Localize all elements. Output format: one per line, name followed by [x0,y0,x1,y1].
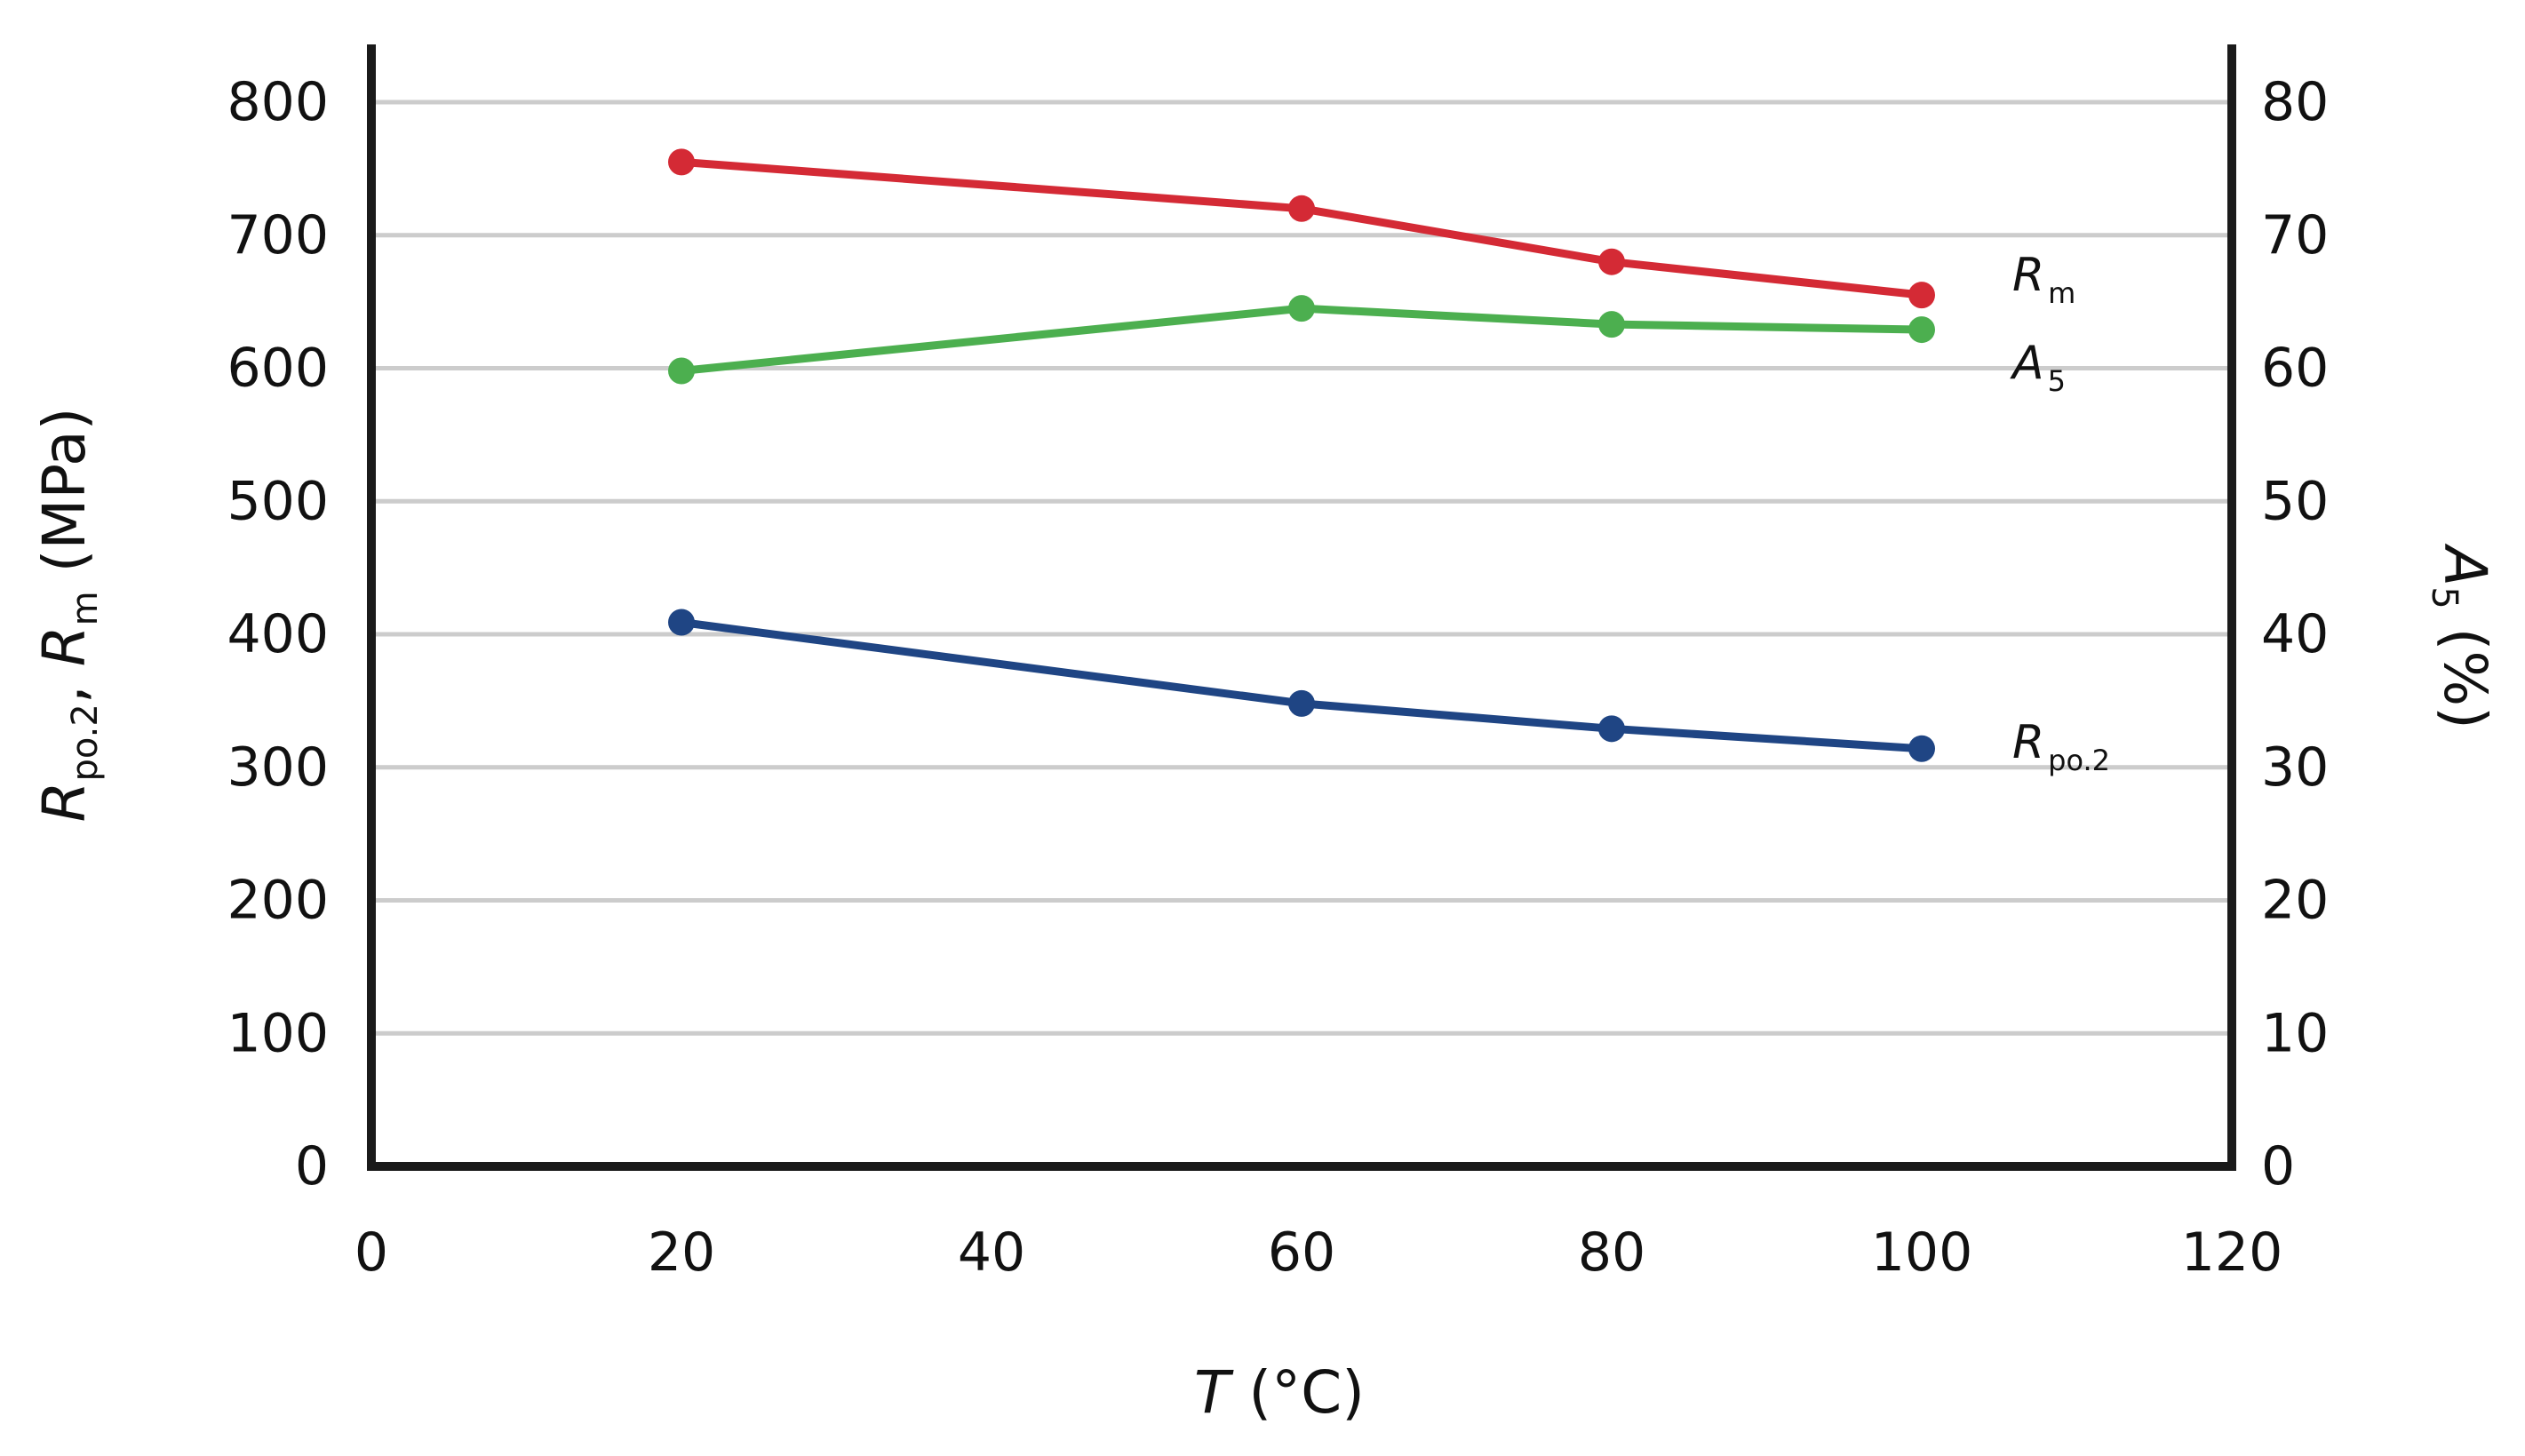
y-left-axis-title: Rpo.2, Rm (MPa) [30,408,106,823]
x-tick-label: 100 [1871,1221,1973,1284]
x-tick-label: 0 [354,1221,388,1284]
x-tick-label: 40 [958,1221,1025,1284]
axis-titles: T (°C) Rpo.2, Rm (MPa) A5 (%) [30,408,2499,1427]
data-point [668,609,695,636]
series-label-sub: m [2048,276,2075,310]
series [668,148,1935,762]
data-point [1908,316,1935,344]
y-left-tick-label: 600 [227,338,329,400]
series-label-sub: po.2 [2048,744,2110,777]
y-right-tick-label: 10 [2261,1002,2329,1064]
y-left-title-sep: , [30,666,99,704]
series-label-main: A [2010,337,2044,390]
y-left-title-r1: R [30,781,99,822]
series-line-rm [677,157,1926,299]
x-tick-label: 20 [648,1221,715,1284]
y-right-tick-label: 80 [2261,71,2329,133]
y-right-tick-label: 50 [2261,470,2329,532]
y-right-tick-label: 70 [2261,204,2329,267]
data-point [1288,689,1315,717]
data-point [668,357,695,385]
y-right-tick-label: 40 [2261,603,2329,665]
y-right-tick-label: 20 [2261,870,2329,932]
y-left-title-r2: R [30,625,99,666]
y-left-tick-label: 200 [227,870,329,932]
y-right-tick-label: 60 [2261,338,2329,400]
tick-labels: 0100200300400500600700800010203040506070… [227,71,2329,1284]
x-axis-title-main: T [1194,1358,1234,1427]
data-point [1288,195,1315,222]
y-right-title-sub: 5 [2424,586,2465,609]
x-axis-title-unit: (°C) [1230,1358,1365,1427]
y-left-tick-label: 300 [227,736,329,799]
data-point [1288,295,1315,322]
y-left-title-unit: (MPa) [30,408,99,592]
data-point [1598,715,1625,743]
x-axis-title: T (°C) [1194,1358,1365,1427]
series-line-rpo-2 [677,618,1926,753]
data-point [668,148,695,176]
data-point [1598,248,1625,275]
x-tick-label: 60 [1268,1221,1335,1284]
series-label-sub: 5 [2048,364,2066,398]
data-point [1908,282,1935,309]
series-label-main: R [2012,716,2044,769]
y-left-title-r1-sub: po.2 [65,704,106,781]
y-right-tick-label: 30 [2261,736,2329,799]
series-label-main: R [2012,249,2044,302]
grid-lines [371,99,2232,1036]
y-left-tick-label: 700 [227,204,329,267]
y-left-title-r2-sub: m [65,591,106,625]
data-point [1598,311,1625,338]
series-line-a5 [677,304,1926,375]
y-right-title-unit: (%) [2431,609,2499,729]
y-right-tick-label: 0 [2261,1135,2295,1197]
y-right-axis-title: A5 (%) [2424,543,2499,729]
y-left-tick-label: 500 [227,470,329,532]
y-left-tick-label: 400 [227,603,329,665]
y-left-tick-label: 800 [227,71,329,133]
x-tick-label: 120 [2181,1221,2283,1284]
data-point [1908,735,1935,762]
y-right-title-main: A [2431,543,2499,586]
x-tick-label: 80 [1578,1221,1645,1284]
y-left-tick-label: 0 [295,1135,329,1197]
axes [367,44,2236,1171]
y-left-tick-label: 100 [227,1002,329,1064]
